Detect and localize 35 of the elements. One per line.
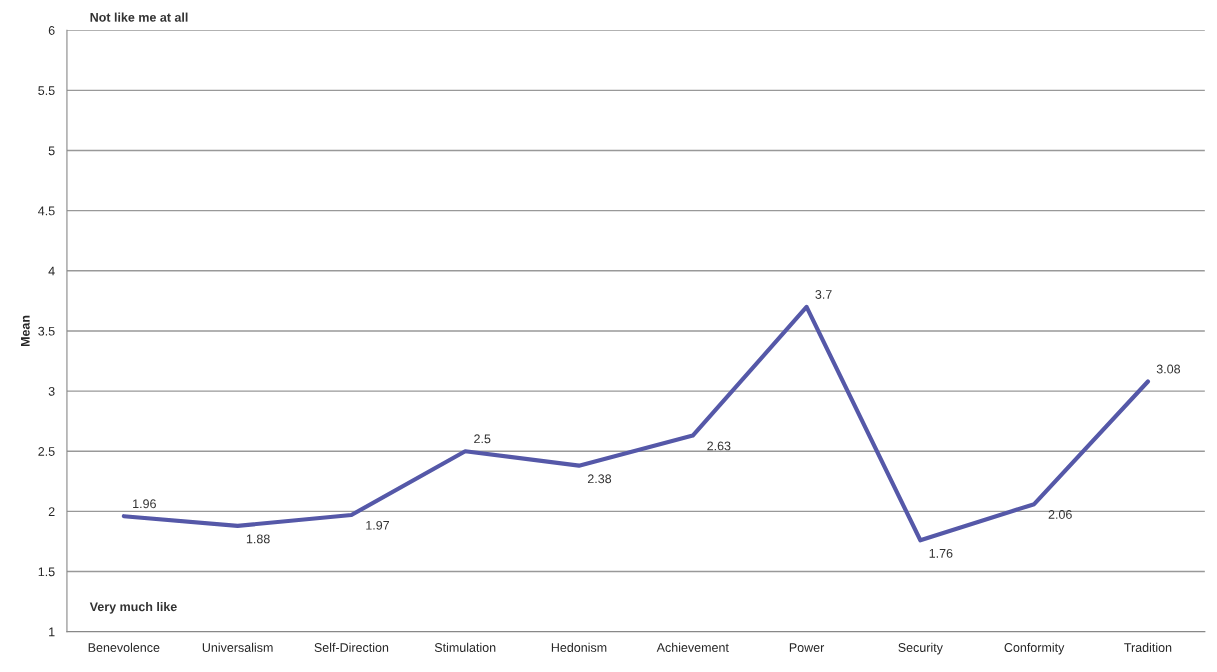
y-tick-label: 5 [48,146,55,156]
x-tick-label: Power [789,643,825,652]
y-tick-label: 4.5 [38,206,55,216]
data-label: 1.88 [246,534,270,544]
text: Not like me at all [90,12,188,22]
line-series [121,304,1151,543]
y-tick-label: 1 [49,627,55,637]
y-tick-label: 3 [48,386,55,396]
data-label: 1.97 [366,520,389,530]
y-tick-label: 5.5 [38,86,55,96]
x-tick-label: Stimulation [434,642,496,652]
x-tick-label: Achievement [656,642,729,652]
y-axis-title: Mean [21,315,30,347]
data-label: 2.63 [707,441,731,451]
y-tick-label: 2 [48,507,55,516]
data-label: 1.96 [133,499,156,509]
data-label: 2.06 [1048,510,1072,519]
data-label: 2.38 [587,474,612,484]
data-label: 3.7 [815,290,832,299]
x-tick-label: Tradition [1124,642,1172,652]
data-label: 2.5 [474,434,491,444]
x-tick-label: Security [898,642,943,655]
data-label: 1.76 [929,548,953,558]
y-tick-label: 3.5 [38,326,55,336]
y-tick-label: 2.5 [38,447,55,456]
annotation: Very much like [89,601,177,614]
y-tick-label: 4 [48,266,55,276]
y-tick-label: 1.5 [38,567,55,577]
y-tick-label: 6 [48,26,55,35]
x-tick-label: Universalism [202,642,273,652]
x-tick-label: Hedonism [551,642,607,652]
data-label: 3.08 [1156,364,1181,374]
x-tick-label: Conformity [1004,642,1065,655]
x-tick-label: Benevolence [88,642,160,652]
x-tick-label: Self-Direction [314,642,389,652]
